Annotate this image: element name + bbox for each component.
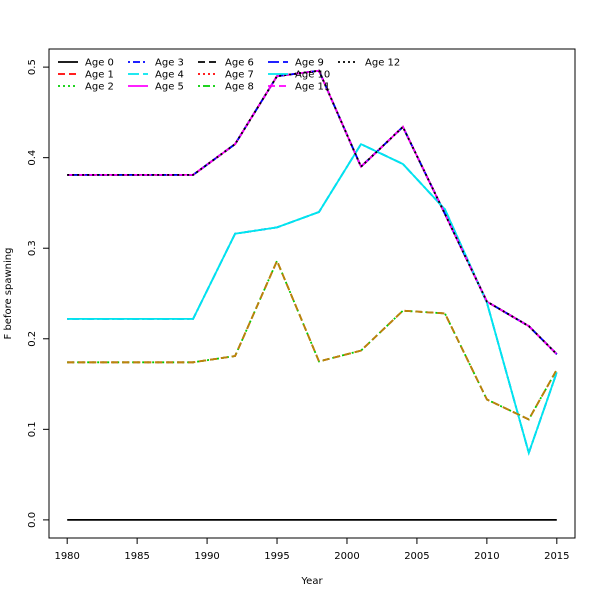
series-line-age-12 — [67, 69, 558, 355]
legend-label: Age 1 — [85, 70, 114, 81]
legend-label: Age 2 — [85, 82, 114, 93]
y-axis: 0.0 0.1 0.2 0.3 0.4 0.5 — [27, 59, 49, 528]
legend-label: Age 11 — [295, 82, 330, 93]
x-tick-label: 2015 — [544, 551, 569, 562]
series-line-unlabeled-13 — [67, 258, 558, 421]
y-tick-label: 0.0 — [27, 512, 38, 528]
x-tick-label: 1985 — [124, 551, 149, 562]
x-tick-label: 1980 — [54, 551, 79, 562]
y-tick-label: 0.1 — [27, 421, 38, 437]
legend-label: Age 6 — [225, 58, 254, 69]
y-tick-label: 0.2 — [27, 331, 38, 347]
legend-label: Age 3 — [155, 58, 184, 69]
x-tick-label: 1990 — [194, 551, 219, 562]
x-tick-label: 2005 — [404, 551, 429, 562]
legend-label: Age 5 — [155, 82, 184, 93]
series-lines — [67, 69, 558, 521]
legend-label: Age 4 — [155, 70, 184, 81]
x-axis: 1980 1985 1990 1995 2000 2005 2010 2015 — [54, 538, 570, 562]
series-line-age-10 — [67, 142, 558, 456]
plot-frame — [48, 48, 576, 539]
y-axis-title: F before spawning — [3, 248, 14, 340]
x-tick-label: 1995 — [264, 551, 289, 562]
legend-label: Age 0 — [85, 58, 114, 69]
y-tick-label: 0.3 — [27, 240, 38, 256]
legend-label: Age 10 — [295, 70, 330, 81]
x-axis-title: Year — [300, 576, 323, 587]
y-tick-label: 0.4 — [27, 150, 38, 166]
legend-label: Age 8 — [225, 82, 254, 93]
x-tick-label: 2010 — [474, 551, 499, 562]
x-tick-label: 2000 — [334, 551, 359, 562]
y-tick-label: 0.5 — [27, 59, 38, 75]
legend-label: Age 12 — [365, 58, 400, 69]
legend-label: Age 9 — [295, 58, 324, 69]
legend-label: Age 7 — [225, 70, 254, 81]
